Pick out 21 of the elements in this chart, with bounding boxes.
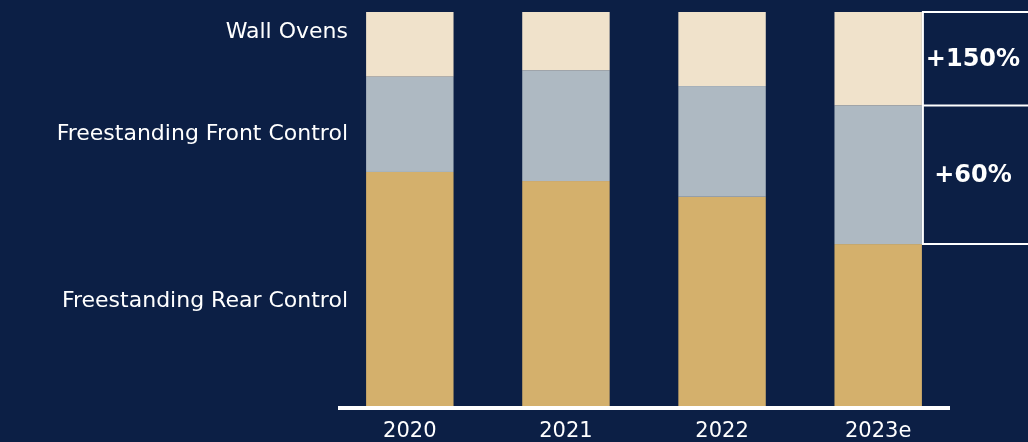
bar	[366, 76, 454, 172]
bar	[834, 105, 922, 245]
annotation: +60%	[934, 159, 1012, 188]
bar	[366, 12, 454, 77]
bar	[366, 171, 454, 406]
bar	[678, 12, 766, 87]
bar	[834, 244, 922, 406]
bar	[834, 12, 922, 106]
series-label: Freestanding Front Control	[56, 120, 348, 146]
x-tick-label: 2023e	[845, 418, 912, 442]
bar	[678, 86, 766, 197]
annotation: +150%	[925, 43, 1021, 72]
bar	[678, 196, 766, 406]
x-tick-label: 2021	[539, 418, 593, 442]
series-label: Freestanding Rear Control	[61, 286, 348, 312]
series-label: Wall Ovens	[225, 18, 348, 44]
bar	[522, 12, 610, 71]
bar	[522, 70, 610, 182]
x-tick-label: 2022	[695, 418, 749, 442]
bar	[522, 181, 610, 406]
x-tick-label: 2020	[383, 418, 437, 442]
